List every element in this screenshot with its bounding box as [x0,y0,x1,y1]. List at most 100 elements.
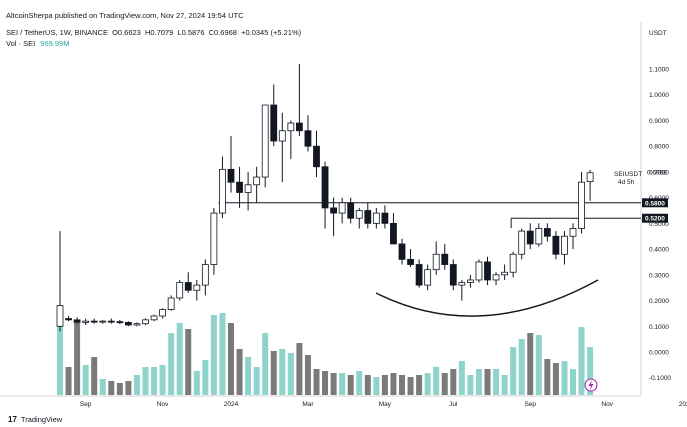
footer: 17 TradingView [8,415,62,424]
y-tick-label: -0.1000 [649,375,671,382]
candle-body [338,202,346,214]
candle-body [219,168,226,214]
x-tick-label: Jul [449,401,458,408]
y-tick-label: 0.8000 [649,144,669,151]
volume-bar [424,373,431,395]
candle-body [142,319,149,325]
volume-bar [458,361,465,395]
candle-body [543,228,551,237]
candle-body [578,181,585,229]
volume-bar [416,375,423,395]
symbol-name[interactable]: SEI / TetherUS, 1W, BINANCE [6,28,108,37]
candle-body [535,228,543,245]
candle-body [167,297,175,310]
volume-bar [570,369,576,395]
candle-body [330,207,338,214]
level-label-bg [642,213,668,223]
candle-body [424,269,432,286]
volume-bar [339,373,346,395]
volume-info: Vol · SEI 969.99M [6,39,69,48]
candle-body [253,176,261,186]
price-tag-value: 0.6968 [647,170,667,177]
candle-body [201,264,209,286]
candle-body [236,181,243,193]
volume-bar [202,360,209,395]
level-label-bg [642,198,668,208]
volume-bar [99,379,106,395]
volume-bar [185,329,192,395]
candle-body [116,321,124,324]
candle-body [475,261,483,281]
candle-body [321,166,329,209]
volume-bar [578,327,585,395]
candle-body [518,230,526,255]
y-tick-label: 0.1000 [649,324,669,331]
x-tick-label: Nov [601,401,613,408]
volume-bar [493,369,500,395]
volume-bar [407,377,414,395]
candle-body [244,184,252,193]
volume-bar [91,357,98,395]
volume-bar [433,367,440,395]
volume-bar [210,315,217,395]
volume-bar [287,353,294,395]
x-axis-ticks: Sep Nov 2024 Mar May Jul Sep Nov 202 [80,401,687,408]
volume-bar [245,357,252,395]
candle-body [107,320,115,323]
volume-bar [176,323,183,395]
candle-body [261,104,269,178]
candle-body [176,282,184,299]
y-tick-label: 1.1000 [649,67,669,74]
volume-bar [193,371,200,395]
volume-bar [561,361,568,395]
volume-bar [219,313,226,395]
lightning-icon[interactable] [584,378,598,392]
volume-bar [484,369,491,395]
volume-bar [116,383,123,395]
volume-bar [518,339,525,395]
volume-bar [441,373,448,395]
volume-bar [262,333,269,395]
candle-body [526,230,534,245]
y-tick-label: 0.7000 [649,169,669,176]
volume-bar [356,371,363,395]
candle-body [210,212,218,265]
price-tag-symbol: SEIUSDT [614,171,642,178]
volume-bar [125,381,132,395]
volume-bar [159,365,166,395]
candle-body [432,253,440,271]
volume-label: Vol · SEI [6,39,36,48]
candle-body [415,264,423,286]
published-header: AltcoinSherpa published on TradingView.c… [6,11,244,20]
candle-body [184,282,192,291]
candle-body [355,210,363,219]
volume-bar [330,373,337,395]
level-label: 0.5800 [645,200,665,207]
rounding-bottom-arc [375,279,599,317]
x-tick-label: 202 [679,401,687,408]
volume-bar [133,375,140,395]
candle-body [82,320,90,323]
volume-bar [381,375,388,395]
candle-body [484,261,491,281]
candle-body [270,104,278,142]
volume-bar [228,323,234,395]
volume-bar [552,363,559,395]
x-tick-label: May [379,401,392,408]
volume-bar [587,347,594,395]
y-axis-ticks: 1.1000 1.0000 0.9000 0.8000 0.7000 0.6000 0.50… [649,67,671,383]
candle-body [407,258,414,265]
volume-bar [151,367,158,395]
candle-body [466,279,474,283]
candle-body [90,320,98,323]
level-label: 0.5200 [645,216,665,223]
footer-brand[interactable]: TradingView [20,415,63,424]
high-value: H0.7079 [144,28,174,37]
candle-body [561,235,568,255]
candle-body [99,320,107,323]
candle-body [193,284,201,291]
volume-bar [501,375,508,395]
volume-bar [168,333,175,395]
volume-bar [544,359,551,395]
